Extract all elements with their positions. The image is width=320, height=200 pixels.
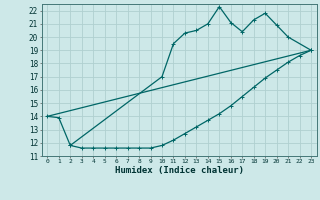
X-axis label: Humidex (Indice chaleur): Humidex (Indice chaleur) xyxy=(115,166,244,175)
